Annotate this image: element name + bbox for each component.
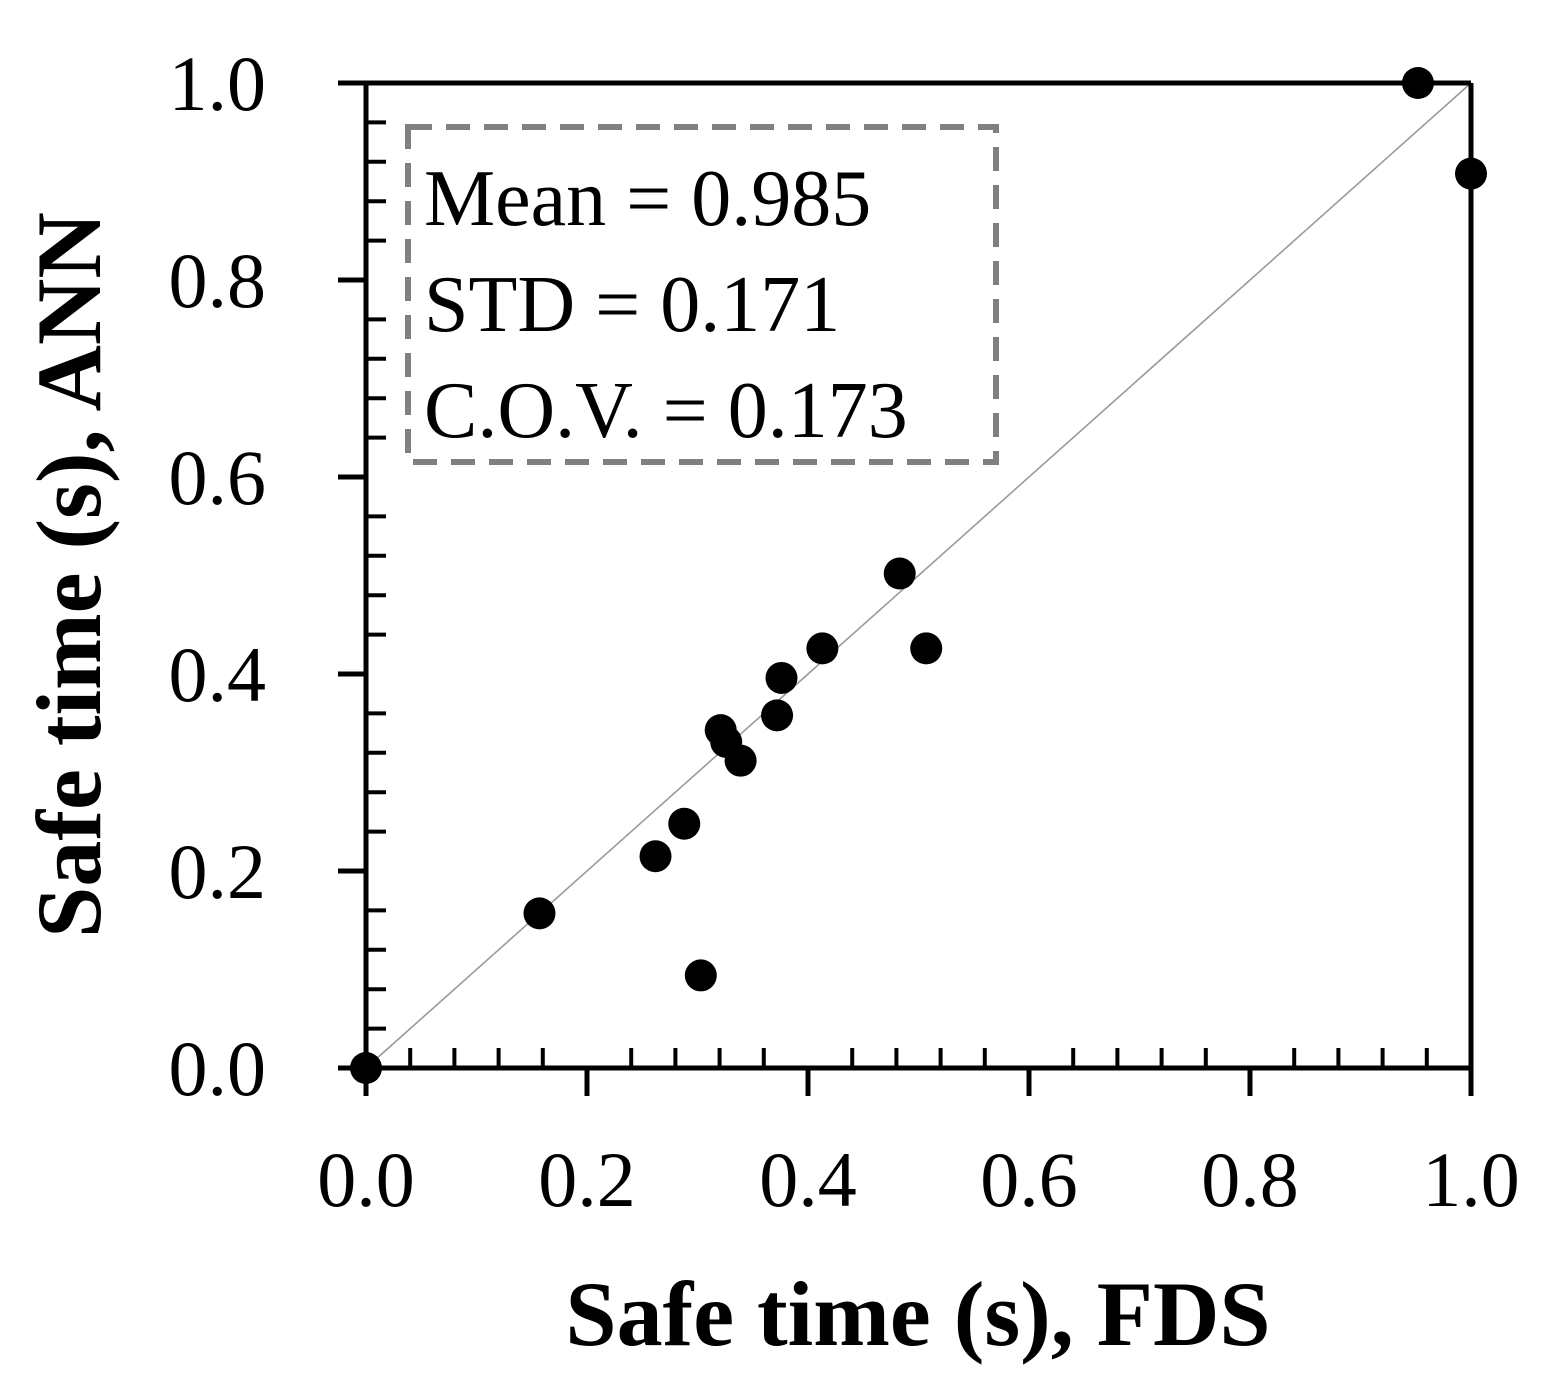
data-point: [350, 1052, 382, 1084]
data-point: [1401, 67, 1434, 99]
stat-cov: C.O.V. = 0.173: [424, 367, 908, 455]
y-tick-label: 0.6: [169, 434, 267, 521]
data-point: [1455, 157, 1487, 190]
y-tick-label: 1.0: [169, 40, 267, 127]
stats-box-border: [405, 124, 999, 465]
x-tick-label: 1.0: [1422, 1136, 1520, 1223]
x-axis-title: Safe time (s), FDS: [565, 1263, 1270, 1365]
x-tick-label: 0.8: [1201, 1136, 1299, 1223]
y-tick-label: 0.2: [169, 828, 267, 915]
stat-mean: Mean = 0.985: [424, 155, 871, 243]
x-tick-label: 0.0: [317, 1136, 415, 1223]
data-point: [684, 959, 717, 992]
stats-box: Mean = 0.985 STD = 0.171 C.O.V. = 0.173: [405, 124, 999, 465]
y-tick-label: 0.4: [169, 631, 267, 718]
data-point: [765, 661, 798, 694]
y-axis-title: Safe time (s), ANN: [18, 212, 120, 938]
stat-std: STD = 0.171: [424, 261, 840, 349]
data-point: [639, 840, 672, 873]
data-point: [910, 632, 943, 665]
data-point: [761, 699, 794, 732]
data-point: [883, 557, 916, 590]
data-point: [724, 744, 757, 777]
axes-group: [363, 80, 1474, 1071]
x-tick-label: 0.4: [759, 1136, 857, 1223]
y-tick-label: 0.8: [169, 237, 267, 324]
tick-labels-group: 0.0 0.2 0.4 0.6 0.8 1.0 0.0 0.2 0.4 0.6 0.8 1.0: [169, 40, 1520, 1223]
y-tick-label: 0.0: [169, 1025, 267, 1112]
data-point: [523, 897, 556, 930]
x-tick-label: 0.6: [980, 1136, 1078, 1223]
x-tick-label: 0.2: [538, 1136, 636, 1223]
data-point: [668, 807, 701, 840]
data-points: [350, 67, 1487, 1084]
data-point: [806, 632, 839, 665]
